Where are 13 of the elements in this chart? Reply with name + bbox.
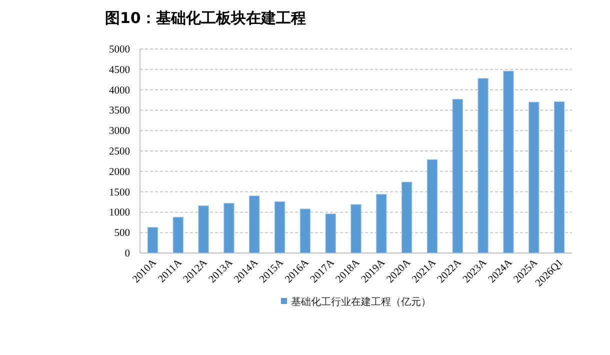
y-tick-label: 0 <box>124 248 130 260</box>
y-tick-label: 500 <box>114 228 130 240</box>
y-tick-label: 1000 <box>109 208 130 219</box>
y-tick-label: 4500 <box>109 64 130 76</box>
chart-title: 图10：基础化工板块在建工程 <box>105 9 306 27</box>
y-tick-label: 3500 <box>109 106 130 117</box>
y-tick-label: 5000 <box>109 44 130 56</box>
y-tick-label: 4000 <box>109 85 130 96</box>
legend-label: 基础化工行业在建工程（亿元） <box>291 296 431 308</box>
y-tick-label: 2500 <box>109 146 130 158</box>
y-tick-label: 2000 <box>109 166 130 178</box>
y-tick-label: 1500 <box>109 187 130 198</box>
y-tick-label: 3000 <box>109 126 130 138</box>
